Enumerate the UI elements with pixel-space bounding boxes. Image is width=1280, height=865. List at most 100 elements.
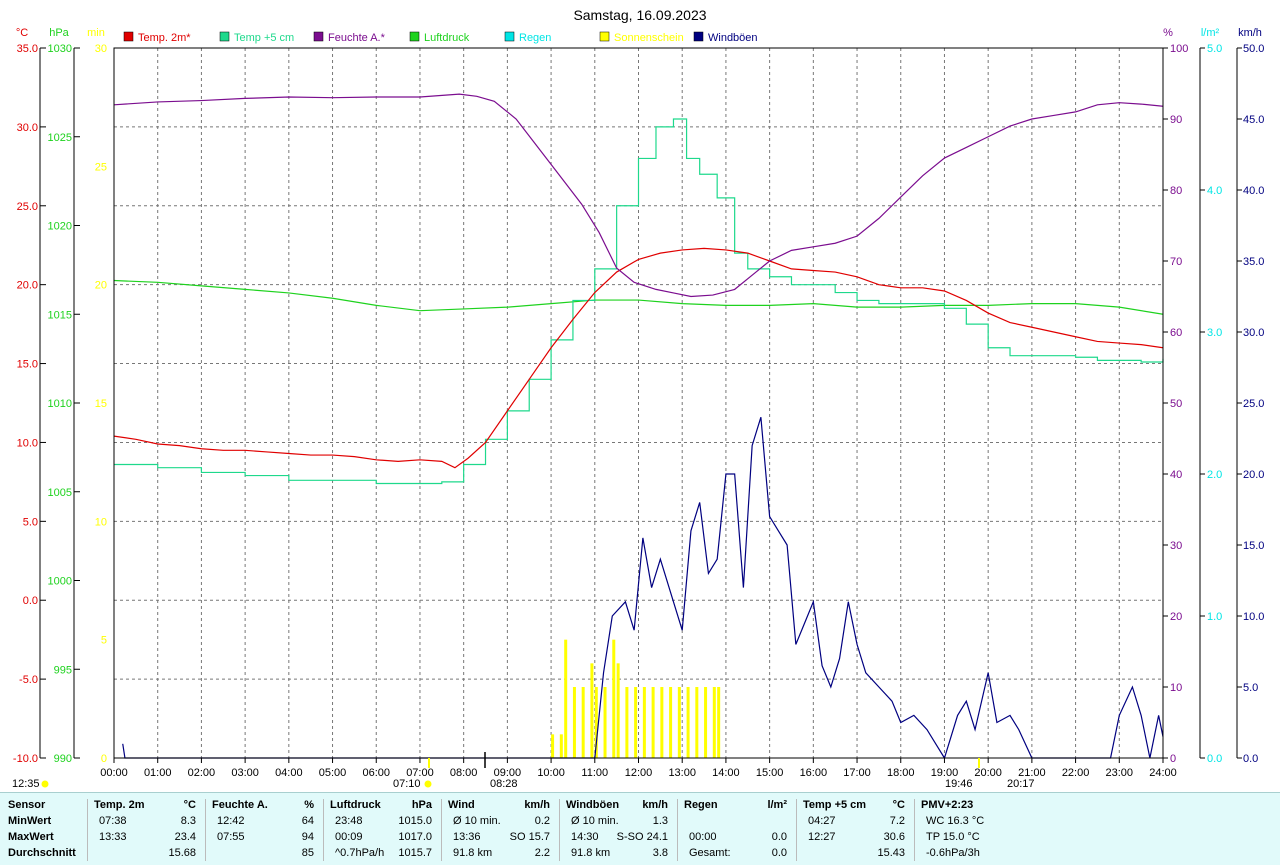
stats-cell-value: SO 15.7 — [509, 831, 550, 843]
temp-tick-label: 10.0 — [17, 437, 38, 449]
stats-cell-label: TP 15.0 °C — [926, 831, 980, 843]
pressure-tick-label: 1025 — [48, 132, 72, 144]
series-feuchte-a- — [113, 93, 1164, 298]
stats-column-title: Windböen — [566, 799, 620, 811]
sunshine-bar — [642, 687, 646, 758]
rain-tick-label: 0.0 — [1207, 753, 1222, 765]
temp-tick-label: -5.0 — [19, 674, 38, 686]
time-tick-label: 11:00 — [581, 767, 608, 779]
time-tick-label: 02:00 — [188, 767, 216, 779]
temp-tick-label: 20.0 — [17, 280, 38, 292]
stats-cell-label: 13:36 — [453, 831, 481, 843]
stats-cell-label: 13:33 — [99, 831, 127, 843]
stats-column-title: PMV+2:23 — [921, 799, 974, 811]
time-tick-label: 21:00 — [1018, 767, 1046, 779]
legend-label: Regen — [519, 32, 551, 44]
stats-column-unit: °C — [183, 799, 196, 811]
axis-units: °C hPa min% l/m² km/h — [16, 27, 1262, 39]
stats-column: Temp +5 cm °C 04:27 7.2 12:27 30.6 15.43 — [796, 793, 912, 865]
stats-row-label: Sensor — [8, 799, 46, 811]
wind-tick-label: 5.0 — [1243, 682, 1258, 694]
stats-column-title: Temp. 2m — [94, 799, 145, 811]
humidity-tick-label: 80 — [1170, 185, 1182, 197]
stats-cell-value: 1.3 — [652, 815, 668, 827]
time-tick-label: 03:00 — [231, 767, 259, 779]
series-lines — [113, 93, 1164, 760]
sunshine-bar — [572, 687, 576, 758]
legend-swatch — [693, 31, 704, 42]
stats-cell-value: 7.2 — [889, 815, 905, 827]
stats-column-title: Luftdruck — [330, 799, 381, 811]
stats-row-label: MinWert — [8, 815, 52, 827]
stats-separator — [677, 799, 678, 861]
stats-column: Wind km/h Ø 10 min. 0.2 13:36 SO 15.7 91.8 km 2… — [441, 793, 557, 865]
series-temp-2m- — [113, 247, 1164, 469]
sunshine-bar — [695, 687, 699, 758]
stats-separator — [441, 799, 442, 861]
sunshine-bar — [704, 687, 708, 758]
stats-column-title: Regen — [684, 799, 718, 811]
temp-tick-label: 35.0 — [17, 43, 38, 55]
time-tick-label: 15:00 — [756, 767, 784, 779]
legend-label: Feuchte A.* — [328, 32, 386, 44]
stats-cell-label: 00:09 — [335, 831, 363, 843]
sunshine-bar — [686, 687, 690, 758]
stats-separator — [87, 799, 88, 861]
stats-column-unit: km/h — [524, 799, 550, 811]
wind-tick-label: 45.0 — [1243, 114, 1264, 126]
time-tick-label: 05:00 — [319, 767, 347, 779]
temp-tick-label: 15.0 — [17, 359, 38, 371]
stats-column: PMV+2:23 WC 16.3 °C TP 15.0 °C -0.6hPa/3h — [914, 793, 1024, 865]
axis-unit-sunmin: min — [87, 27, 105, 39]
stats-cell-value: 85 — [301, 847, 314, 859]
rain-tick-label: 4.0 — [1207, 185, 1222, 197]
sunshine-bar — [551, 734, 555, 758]
time-tick-label: 23:00 — [1106, 767, 1134, 779]
time-tick-label: 19:00 — [931, 767, 959, 779]
stats-column: Luftdruck hPa 23:48 1015.0 00:09 1017.0 ^0.7hP… — [323, 793, 439, 865]
humidity-tick-label: 50 — [1170, 398, 1182, 410]
legend: Temp. 2m* Temp +5 cm Feuchte A.* Luftdruck R… — [123, 31, 758, 44]
legend-label: Windböen — [708, 32, 758, 44]
stats-column-title: Feuchte A. — [212, 799, 268, 811]
stats-column: Regen l/m² 00:00 0.0 Gesamt: 0.0 — [677, 793, 794, 865]
time-tick-label: 17:00 — [843, 767, 871, 779]
stats-cell-label: Ø 10 min. — [453, 815, 501, 827]
stats-cell-value: S-SO 24.1 — [616, 831, 668, 843]
rain-tick-label: 5.0 — [1207, 43, 1222, 55]
wind-tick-label: 35.0 — [1243, 256, 1264, 268]
sunshine-bar — [559, 734, 563, 758]
sunshine-bar — [612, 639, 616, 758]
legend-swatch — [409, 31, 420, 42]
legend-swatch — [313, 31, 324, 42]
stats-cell-label: 07:55 — [217, 831, 245, 843]
pressure-tick-label: 1010 — [48, 398, 72, 410]
sunshine-bar — [660, 687, 664, 758]
pressure-tick-label: 1000 — [48, 576, 72, 588]
stats-cell-value: 3.8 — [652, 847, 668, 859]
series-temp-5-cm — [114, 118, 1164, 485]
sunshine-bar — [712, 687, 716, 758]
time-tick-label: 06:00 — [362, 767, 390, 779]
sunshine-bar — [669, 687, 673, 758]
temp-tick-label: 0.0 — [23, 595, 38, 607]
left-axes: 35.0 30.0 25.0 20.0 15.0 10.0 5.0 0.0 -5.0 -10.0 1… — [13, 43, 107, 765]
stats-cell-label: WC 16.3 °C — [926, 815, 985, 827]
stats-separator — [323, 799, 324, 861]
stats-row-label: Durchschnitt — [8, 847, 76, 859]
stats-cell-label: -0.6hPa/3h — [926, 847, 980, 859]
stats-cell-value: 0.2 — [534, 815, 550, 827]
time-tick-label: 24:00 — [1149, 767, 1177, 779]
stats-column-unit: hPa — [411, 799, 432, 811]
stats-cell-value: 1017.0 — [398, 831, 432, 843]
stats-cell-label: Ø 10 min. — [571, 815, 619, 827]
sunmin-tick-label: 20 — [95, 280, 107, 292]
pressure-tick-label: 995 — [54, 664, 72, 676]
legend-swatch — [219, 31, 230, 42]
sun-marker — [41, 780, 49, 788]
weather-chart: Samstag, 16.09.2023 Temp. 2m* Temp +5 cm F… — [12, 7, 1264, 790]
series-luftdruck — [113, 279, 1164, 315]
time-tick-label: 13:00 — [668, 767, 696, 779]
pressure-tick-label: 1020 — [48, 221, 72, 233]
stats-cell-label: 91.8 km — [571, 847, 611, 859]
